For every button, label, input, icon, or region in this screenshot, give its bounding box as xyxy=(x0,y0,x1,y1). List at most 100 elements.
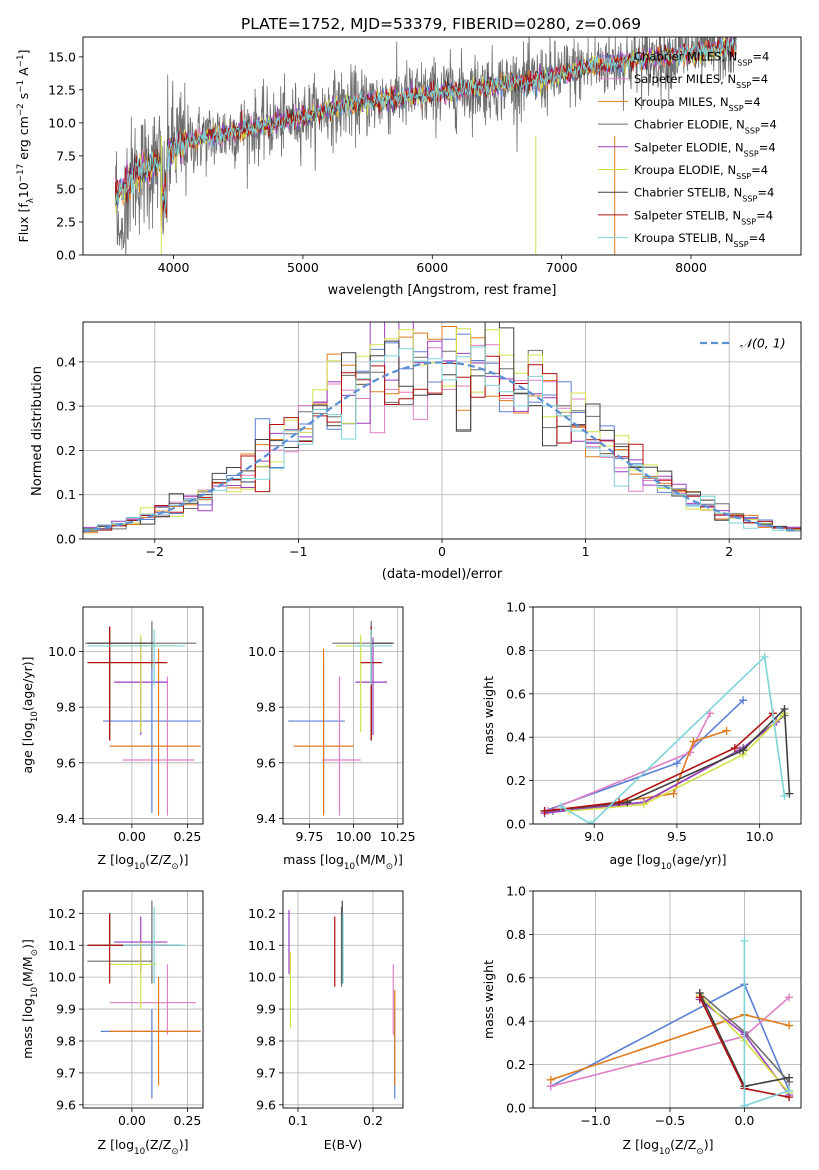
weight-marker xyxy=(739,696,748,705)
errorbar-kroupa-miles xyxy=(109,977,201,1086)
figure-title: PLATE=1752, MJD=53379, FIBERID=0280, z=0… xyxy=(241,15,641,33)
y-tick-label: 10.0 xyxy=(48,115,76,130)
x-tick-label: 1 xyxy=(582,544,590,559)
weight-marker xyxy=(722,726,731,735)
normal-curve xyxy=(83,361,799,533)
plot-area xyxy=(546,936,794,1108)
axes-frame xyxy=(282,890,404,1109)
y-tick-label: 12.5 xyxy=(48,82,76,97)
x-tick-label: 0.0 xyxy=(734,1113,754,1128)
spectrum-line-salpeter-stelib xyxy=(114,37,737,219)
x-axis-label: age [log10(age/yr)] xyxy=(609,852,726,872)
y-tick-label: 9.6 xyxy=(256,755,276,770)
plot-area xyxy=(87,900,201,1099)
legend-label: Salpeter MILES, NSSP=4 xyxy=(634,72,768,90)
weight-marker xyxy=(760,652,769,661)
plot-area xyxy=(83,322,801,534)
panel-age_vs_Z: 0.00 0.25 9.4 9.6 9.8 10.0 Z [log10(Z/Z⊙)] age … xyxy=(20,606,204,872)
x-tick-label: 0.25 xyxy=(174,1113,202,1128)
panel-residuals: −2 −1 0 1 2 0.0 0.1 0.2 0.3 0.4 𝒩(0, 1) (data-model… xyxy=(30,321,802,582)
plot-area xyxy=(85,620,201,816)
x-tick-label: 4000 xyxy=(158,260,190,275)
x-tick-label: −2 xyxy=(146,544,164,559)
x-tick-label: 10.0 xyxy=(746,829,774,844)
y-tick-label: 9.8 xyxy=(56,1033,76,1048)
weight-marker xyxy=(740,936,749,945)
axes-frame xyxy=(82,606,204,825)
legend-label: Salpeter STELIB, NSSP=4 xyxy=(634,208,773,226)
weight-marker xyxy=(785,1086,794,1095)
y-tick-label: 9.4 xyxy=(256,811,276,826)
plot-area xyxy=(288,900,396,1099)
y-axis-label: mass weight xyxy=(481,676,496,755)
x-tick-label: 10.00 xyxy=(336,829,372,844)
y-tick-label: 10.2 xyxy=(248,906,276,921)
errorbar-kroupa-miles xyxy=(109,648,201,816)
panel-mass_vs_Z: 0.00 0.25 9.6 9.7 9.8 9.9 10.0 10.1 10.2 Z [log10… xyxy=(20,890,204,1157)
x-axis-label: mass [log10(M/M⊙)] xyxy=(283,852,403,872)
y-tick-label: 10.2 xyxy=(48,906,76,921)
weight-marker xyxy=(706,709,715,718)
y-tick-label: 9.8 xyxy=(56,700,76,715)
weight-marker xyxy=(785,993,794,1002)
weight-marker xyxy=(739,746,748,755)
x-tick-label: −1.0 xyxy=(580,1113,610,1128)
y-tick-label: 10.1 xyxy=(48,938,76,953)
y-tick-label: 0.8 xyxy=(506,643,526,658)
weight-line xyxy=(544,712,774,812)
y-tick-label: 0.4 xyxy=(506,1014,526,1029)
weight-marker xyxy=(689,737,698,746)
errorbar-kroupa-stelib xyxy=(123,906,186,984)
y-axis-label: mass weight xyxy=(481,960,496,1039)
weight-line xyxy=(560,655,786,824)
y-tick-label: 10.0 xyxy=(248,970,276,985)
weight-marker xyxy=(615,798,624,807)
x-tick-label: 10.25 xyxy=(380,829,416,844)
y-tick-label: 10.0 xyxy=(248,644,276,659)
weight-marker xyxy=(785,1073,794,1082)
x-axis-label: Z [log10(Z/Z⊙)] xyxy=(623,1137,714,1157)
y-tick-label: 7.5 xyxy=(56,148,76,163)
x-tick-label: −0.5 xyxy=(655,1113,685,1128)
weight-marker xyxy=(695,993,704,1002)
y-tick-label: 0.3 xyxy=(56,399,76,414)
x-axis-label: wavelength [Angstrom, rest frame] xyxy=(328,283,557,298)
y-tick-label: 0.2 xyxy=(506,773,526,788)
y-tick-label: 0.0 xyxy=(506,1101,526,1116)
histogram-kroupa-stelib xyxy=(83,346,801,531)
weight-marker xyxy=(785,1021,794,1030)
y-tick-label: 0.6 xyxy=(506,686,526,701)
errorbar-chabrier-miles xyxy=(103,662,201,813)
legend-label: Kroupa STELIB, NSSP=4 xyxy=(634,231,766,249)
y-tick-label: 0.0 xyxy=(506,817,526,832)
weight-marker xyxy=(730,744,739,753)
legend-label: Kroupa ELODIE, NSSP=4 xyxy=(634,163,768,181)
y-tick-label: 9.6 xyxy=(256,1097,276,1112)
y-tick-label: 9.7 xyxy=(56,1065,76,1080)
y-axis-label: age [log10(age/yr)] xyxy=(20,656,40,773)
y-tick-label: 0.6 xyxy=(506,970,526,985)
y-tick-label: 9.4 xyxy=(56,811,76,826)
y-tick-label: 0.2 xyxy=(506,1057,526,1072)
x-tick-label: 0.1 xyxy=(288,1113,308,1128)
x-tick-label: 9.5 xyxy=(667,829,687,844)
axes-frame xyxy=(82,890,204,1109)
weight-marker xyxy=(785,789,794,798)
weight-series-kroupa-elodie xyxy=(565,709,789,815)
x-tick-label: 7000 xyxy=(546,260,578,275)
panel-weight_vs_Z: −1.0 −0.5 0.0 0.0 0.2 0.4 0.6 0.8 1.0 Z [log10(Z/… xyxy=(481,884,802,1157)
plot-area xyxy=(114,37,737,255)
x-tick-label: 0 xyxy=(438,544,446,559)
y-tick-label: 9.6 xyxy=(56,1097,76,1112)
legend-label: Salpeter ELODIE, NSSP=4 xyxy=(634,140,776,158)
histogram-salpeter-elodie xyxy=(83,322,801,528)
x-axis-label: (data-model)/error xyxy=(382,567,503,582)
x-tick-label: −1 xyxy=(289,544,307,559)
legend-label: Chabrier STELIB, NSSP=4 xyxy=(634,186,774,204)
y-axis-label: mass [log10(M/M⊙)] xyxy=(20,939,40,1059)
weight-marker xyxy=(586,820,595,824)
y-axis-label: Normed distribution xyxy=(30,366,45,496)
y-tick-label: 10.0 xyxy=(48,970,76,985)
errorbar-kroupa-miles xyxy=(293,648,354,816)
